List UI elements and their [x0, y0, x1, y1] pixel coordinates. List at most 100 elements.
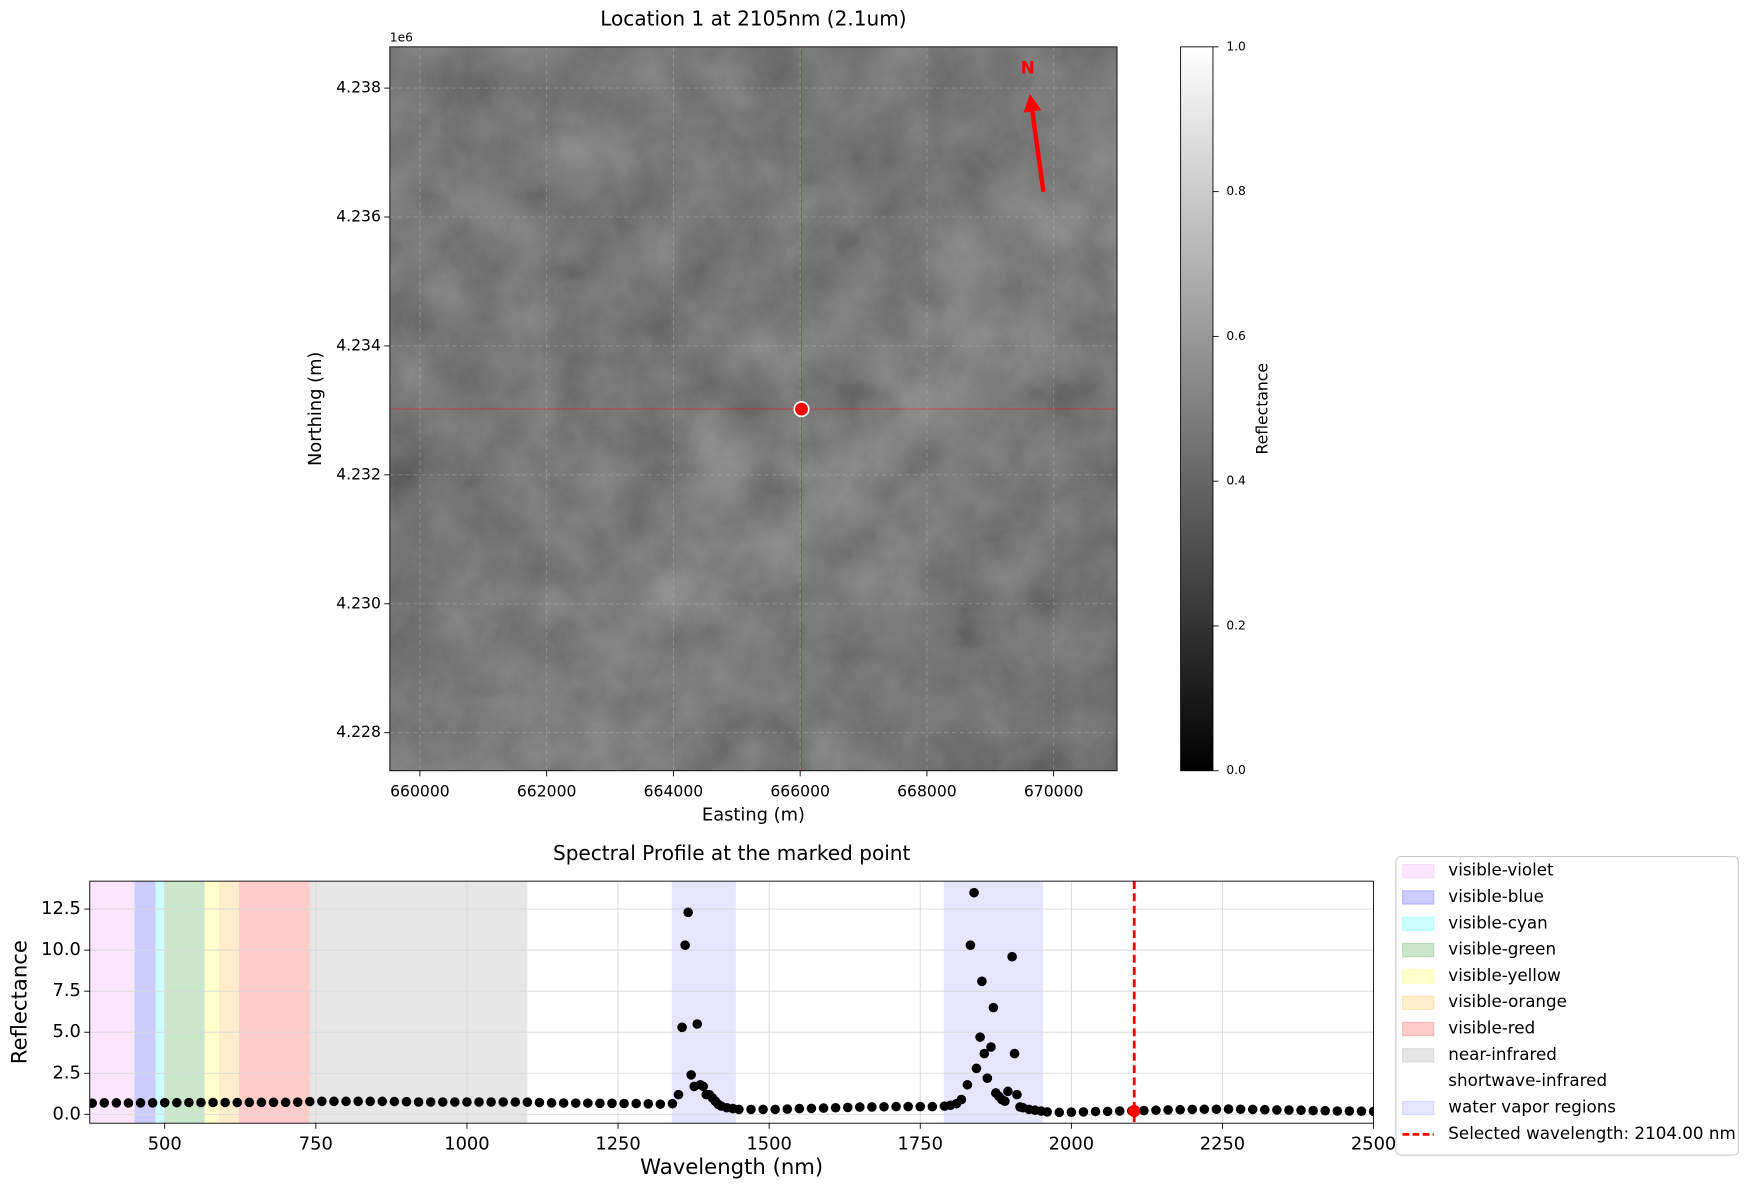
spectral-point: [746, 1104, 756, 1115]
spectral-point: [498, 1097, 508, 1107]
spectral-point: [982, 1073, 993, 1083]
spectral-point: [1163, 1105, 1173, 1115]
legend-label: visible-orange: [1448, 991, 1567, 1011]
spectral-point: [546, 1098, 557, 1108]
legend-label: Selected wavelength: 2104.00 nm: [1448, 1123, 1735, 1143]
spectral-point: [1332, 1106, 1343, 1116]
x-axis-label: Easting (m): [702, 804, 805, 825]
legend-label: visible-yellow: [1448, 965, 1561, 985]
spectral-point: [782, 1104, 793, 1114]
spectral-point: [734, 1104, 744, 1115]
spectral-point: [256, 1097, 267, 1108]
spectral-point: [1114, 1106, 1125, 1116]
y-tick-label: 2.5: [52, 1062, 80, 1083]
y-tick-label: 4.228: [336, 723, 381, 741]
spectral-point: [867, 1102, 877, 1112]
y-axis-label: Reflectance: [7, 940, 32, 1064]
spectral-point: [818, 1103, 829, 1113]
y-offset-label: 1e6: [390, 30, 413, 44]
spectral-point: [413, 1097, 424, 1107]
spectral-point: [437, 1097, 448, 1107]
spectral-point: [99, 1098, 110, 1108]
x-tick-label: 2500: [1351, 1133, 1396, 1154]
spectral-point: [879, 1101, 889, 1112]
north-label: N: [1021, 58, 1035, 78]
spectral-point: [794, 1103, 805, 1114]
legend-swatch: [1402, 1100, 1435, 1116]
spectral-point: [111, 1098, 122, 1108]
wavelength-span: [219, 881, 240, 1124]
spectral-point: [1368, 1106, 1374, 1117]
spectral-point: [1003, 1086, 1013, 1097]
spectral-point: [891, 1101, 901, 1112]
wavelength-span: [309, 881, 528, 1124]
wavelength-span: [164, 881, 205, 1124]
y-tick-label: 4.238: [336, 79, 381, 97]
spectral-point: [1000, 1096, 1010, 1106]
x-tick-label: 668000: [897, 782, 957, 800]
spectral-point: [698, 1081, 709, 1092]
spectral-point: [232, 1097, 243, 1108]
spectral-point: [965, 940, 976, 950]
legend-label: visible-cyan: [1448, 912, 1547, 932]
colorbar-tick-label: 0.4: [1226, 474, 1246, 488]
spectral-point: [680, 940, 690, 950]
wavelength-span: [239, 881, 310, 1124]
spectral-point: [365, 1096, 376, 1107]
spectral-point: [147, 1098, 158, 1108]
colorbar: [1180, 46, 1214, 772]
spectral-point: [341, 1096, 351, 1107]
legend-swatch: [1402, 969, 1435, 984]
y-axis-label: Northing (m): [305, 352, 326, 466]
legend-label: visible-blue: [1448, 886, 1544, 906]
spectral-point: [830, 1102, 841, 1113]
spectral-point: [1102, 1106, 1113, 1117]
legend-label: near-infrared: [1448, 1044, 1557, 1064]
spectral-point: [977, 976, 987, 987]
spectral-point: [220, 1097, 230, 1108]
spectral-point: [1175, 1104, 1185, 1115]
y-tick-label: 4.232: [336, 465, 381, 483]
colorbar-tick-label: 0.2: [1226, 618, 1245, 632]
x-tick-label: 660000: [390, 782, 450, 800]
spectral-point: [1012, 1089, 1022, 1100]
spectral-point: [1296, 1105, 1306, 1116]
wavelength-span: [943, 881, 1043, 1124]
legend-label: visible-red: [1448, 1018, 1535, 1038]
spectral-point: [643, 1099, 654, 1109]
spectral-point: [842, 1102, 853, 1113]
y-tick-label: 7.5: [52, 980, 80, 1001]
grid-layer: [89, 881, 1374, 1124]
spectral-point: [673, 1089, 684, 1100]
y-tick-label: 4.230: [336, 594, 381, 612]
spectral-point: [1078, 1107, 1089, 1117]
spectral-point: [667, 1098, 678, 1109]
legend-label: visible-green: [1448, 939, 1556, 959]
spectral-point: [975, 1032, 985, 1042]
spectral-point: [401, 1096, 412, 1107]
legend-swatch: [1402, 863, 1435, 879]
north-arrow: [1023, 93, 1046, 193]
spectral-point: [1308, 1105, 1318, 1116]
x-tick-label: 666000: [770, 782, 830, 800]
spectral-point: [1344, 1106, 1355, 1116]
chart-title: Spectral Profile at the marked point: [553, 841, 911, 865]
spectral-point: [1054, 1107, 1065, 1118]
spectral-point: [522, 1097, 533, 1107]
x-tick-label: 2250: [1200, 1133, 1245, 1154]
span-layer: [89, 881, 1374, 1124]
legend-label: water vapor regions: [1448, 1097, 1616, 1117]
spectral-point: [956, 1094, 967, 1105]
spectral-point: [1007, 951, 1017, 962]
spectral-point: [425, 1097, 436, 1107]
legend-swatch: [1402, 916, 1435, 932]
wavelength-span: [527, 881, 1374, 1124]
wavelength-span: [89, 881, 135, 1124]
colorbar-tick-label: 1.0: [1226, 39, 1245, 53]
spectral-point: [1356, 1106, 1367, 1117]
spectral-point: [1090, 1106, 1101, 1117]
spectral-point: [855, 1102, 865, 1112]
spectral-point: [244, 1097, 255, 1108]
spectral-point: [1187, 1104, 1198, 1115]
spectral-point: [1199, 1104, 1210, 1115]
